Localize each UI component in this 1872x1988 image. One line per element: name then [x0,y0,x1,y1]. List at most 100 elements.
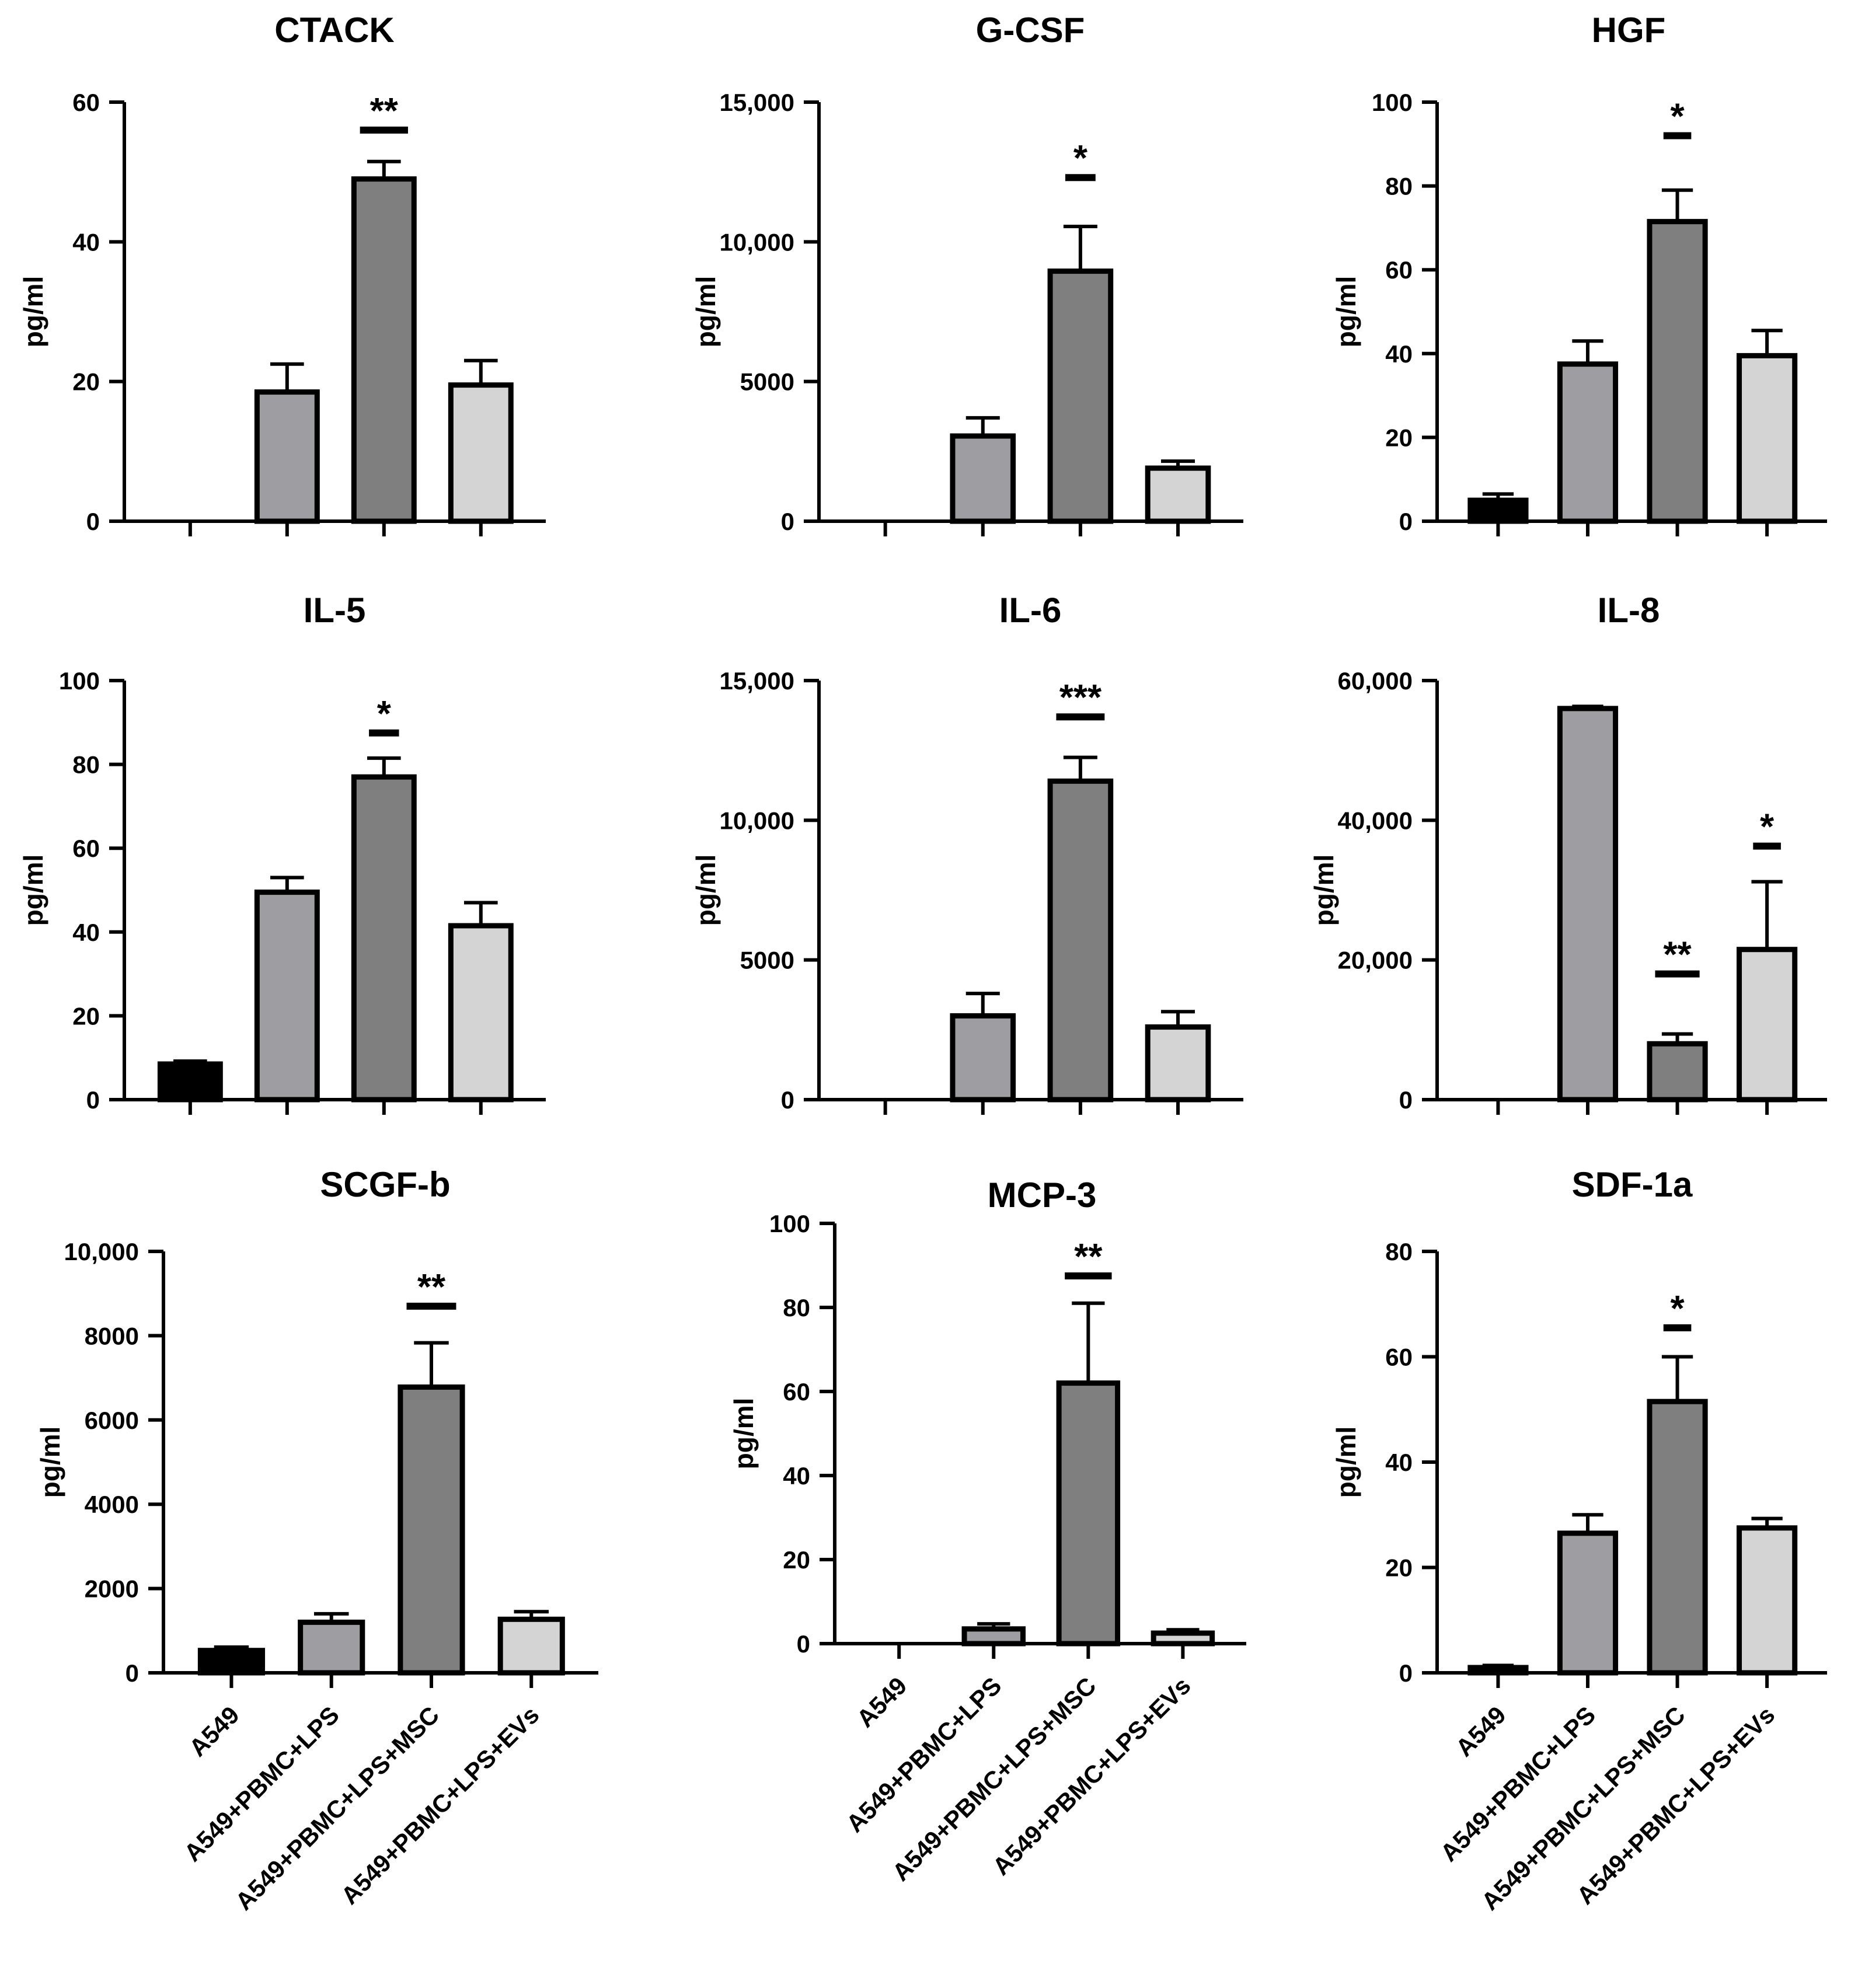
chart-1-sig-label-1: ** [370,91,399,131]
chart-8-bar-3 [1056,1380,1121,1647]
chart-4-bar-2 [254,890,320,1103]
chart-7-ylabel: pg/ml [35,1427,65,1498]
chart-6-sig-label-1: ** [1663,935,1692,975]
chart-2-ylabel: pg/ml [691,276,721,348]
chart-8-xlabel-2: A549+PBMC+LPS [841,1672,1007,1837]
chart-6-ytick-label-3: 40,000 [1338,807,1413,834]
chart-7-ytick-label-6: 10,000 [64,1238,139,1265]
chart-9-sig-label-1: * [1670,1289,1685,1329]
chart-7-ytick-label-4: 6000 [85,1407,139,1434]
chart-4-ytick-label-3: 40 [72,919,100,946]
chart-3-bar-1 [1467,497,1529,524]
chart-3-title: HGF [1592,11,1666,50]
chart-9-xlabel-1: A549 [1451,1701,1511,1762]
chart-1-title: CTACK [274,11,395,50]
chart-9-ytick-label-2: 20 [1385,1554,1413,1582]
chart-3-bar-2 [1557,361,1619,524]
chart-7-xlabel-3: A549+PBMC+LPS+MSC [230,1701,444,1915]
chart-7-ytick-label-2: 2000 [85,1575,139,1603]
chart-4-title: IL-5 [304,591,366,630]
chart-1-ytick-label-3: 40 [72,228,100,256]
chart-3-ytick-label-4: 60 [1385,256,1413,284]
chart-7-ytick-label-1: 0 [126,1659,139,1687]
chart-7-bar-1 [197,1648,266,1676]
chart-8-ytick-label-4: 60 [783,1378,810,1405]
chart-8-ylabel: pg/ml [728,1398,759,1470]
chart-7-bar-3 [398,1384,465,1676]
chart-1-ylabel: pg/ml [18,276,48,348]
chart-2-title: G-CSF [976,11,1085,50]
chart-8-sig-label-1: ** [1074,1237,1103,1277]
chart-9-xlabel-2: A549+PBMC+LPS [1435,1701,1601,1867]
chart-9-title: SDF-1a [1572,1165,1693,1204]
chart-5-bar-3 [1047,778,1114,1103]
chart-6-bar-4 [1737,947,1798,1103]
chart-2-ytick-label-1: 0 [781,508,794,535]
chart-2-bar-4 [1145,465,1211,524]
chart-8-title: MCP-3 [988,1176,1097,1215]
chart-4-ylabel: pg/ml [18,855,48,926]
chart-2-bar-2 [950,433,1016,524]
chart-4-ytick-label-4: 60 [72,835,100,862]
chart-6-title: IL-8 [1598,591,1660,630]
chart-2-ytick-label-2: 5000 [740,368,794,396]
chart-2-sig-label-1: * [1073,138,1088,179]
chart-3-ytick-label-6: 100 [1372,89,1413,116]
chart-9-ytick-label-4: 60 [1385,1344,1413,1371]
chart-5-bar-4 [1145,1024,1211,1103]
chart-7-ytick-label-5: 8000 [85,1322,139,1349]
chart-7-xlabel-1: A549 [184,1701,245,1762]
chart-4-bar-1 [157,1061,223,1103]
chart-7-ytick-label-3: 4000 [85,1491,139,1518]
chart-2-ytick-label-4: 15,000 [720,89,794,116]
chart-3-ytick-label-5: 80 [1385,173,1413,200]
chart-5-bar-2 [950,1013,1016,1103]
chart-4-ytick-label-2: 20 [72,1002,100,1030]
chart-7-title: SCGF-b [320,1165,450,1204]
chart-9-bar-4 [1737,1525,1798,1676]
chart-6-ytick-label-1: 0 [1399,1086,1413,1114]
chart-5-ytick-label-3: 10,000 [720,807,794,834]
chart-2-bar-3 [1047,268,1114,524]
chart-4-ytick-label-5: 80 [72,751,100,779]
chart-4-bar-4 [448,923,514,1103]
chart-7-bar-2 [298,1619,365,1676]
chart-9-bar-3 [1647,1398,1708,1676]
chart-8-xlabel-4: A549+PBMC+LPS+EVs [987,1672,1196,1881]
chart-8-ytick-label-5: 80 [783,1294,810,1321]
chart-1-bar-4 [448,382,514,524]
chart-1-ytick-label-4: 60 [72,89,100,116]
chart-6-ylabel: pg/ml [1309,855,1339,926]
chart-8-xlabel-1: A549 [851,1672,912,1732]
chart-9-ytick-label-1: 0 [1399,1659,1413,1687]
chart-3-ytick-label-3: 40 [1385,340,1413,368]
chart-9-ytick-label-3: 40 [1385,1449,1413,1476]
chart-3-sig-label-1: * [1670,96,1685,137]
chart-5-ytick-label-2: 5000 [740,947,794,974]
chart-8-ytick-label-1: 0 [797,1630,810,1658]
chart-5-ytick-label-4: 15,000 [720,667,794,695]
chart-6-ytick-label-4: 60,000 [1338,667,1413,695]
chart-5-ytick-label-1: 0 [781,1086,794,1114]
chart-9-bar-2 [1557,1530,1619,1676]
chart-1-bar-3 [351,176,417,524]
chart-1-bar-2 [254,389,320,524]
chart-4-ytick-label-6: 100 [59,667,100,695]
chart-3-ytick-label-2: 20 [1385,424,1413,451]
chart-7-xlabel-4: A549+PBMC+LPS+EVs [336,1701,545,1910]
chart-3-ytick-label-1: 0 [1399,508,1413,535]
chart-7-bar-4 [497,1616,565,1676]
chart-3-bar-4 [1737,353,1798,524]
chart-7-sig-label-1: ** [417,1267,446,1307]
chart-2-ytick-label-3: 10,000 [720,228,794,256]
chart-8-ytick-label-3: 40 [783,1462,810,1490]
chart-3-ylabel: pg/ml [1331,276,1361,348]
chart-6-ytick-label-2: 20,000 [1338,947,1413,974]
chart-8-ytick-label-2: 20 [783,1546,810,1574]
chart-4-bar-3 [351,774,417,1103]
chart-1-ytick-label-2: 20 [72,368,100,396]
chart-9-ytick-label-5: 80 [1385,1238,1413,1265]
chart-6-bar-3 [1647,1041,1708,1103]
chart-3-bar-3 [1647,219,1708,524]
